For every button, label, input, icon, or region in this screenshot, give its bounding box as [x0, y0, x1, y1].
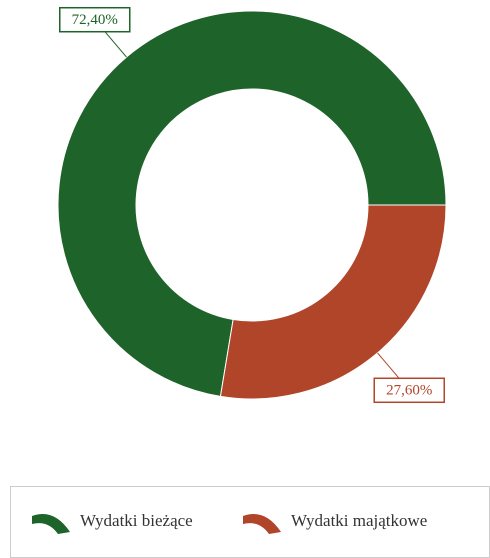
donut-segment — [219, 204, 447, 400]
donut-segment — [57, 10, 447, 397]
legend-icon — [32, 514, 70, 534]
label-box — [373, 377, 445, 404]
data-label: 27,60% — [386, 383, 432, 399]
legend-label: Wydatki majątkowe — [291, 511, 427, 530]
legend-label: Wydatki bieżące — [80, 511, 193, 530]
data-label: 72,40% — [72, 12, 118, 28]
label-box — [59, 6, 131, 33]
legend-icon — [243, 514, 281, 534]
